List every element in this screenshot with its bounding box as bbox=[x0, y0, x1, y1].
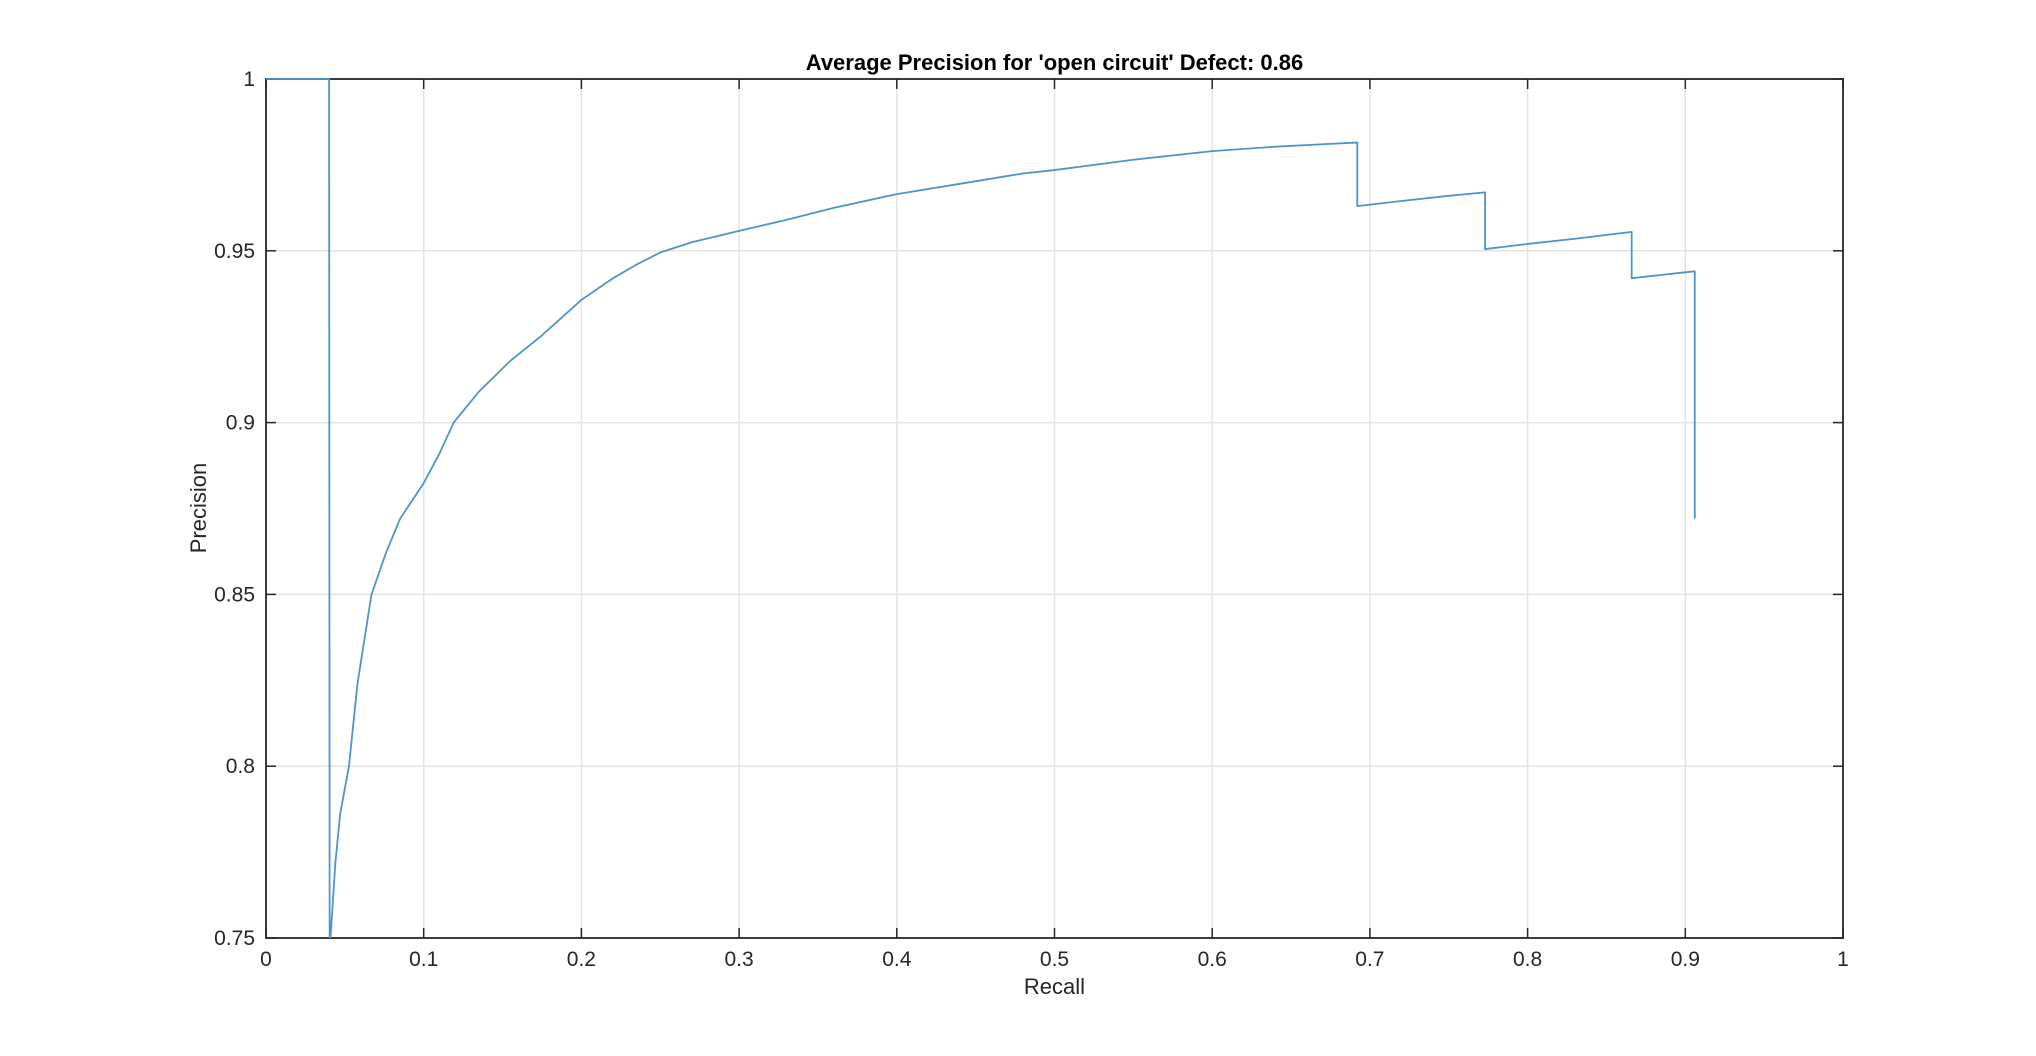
x-tick-label: 0.5 bbox=[1040, 948, 1069, 971]
y-tick-label: 0.75 bbox=[214, 927, 255, 950]
axes-box bbox=[265, 78, 1844, 939]
x-tick-label: 0.3 bbox=[724, 948, 753, 971]
x-tick-label: 0.6 bbox=[1198, 948, 1227, 971]
y-tick-label: 0.85 bbox=[214, 583, 255, 606]
y-tick-label: 0.9 bbox=[226, 412, 255, 435]
x-tick-label: 0.9 bbox=[1671, 948, 1700, 971]
x-tick-label: 0.2 bbox=[567, 948, 596, 971]
pr-curve bbox=[266, 78, 1696, 938]
x-tick-label: 1 bbox=[1837, 948, 1849, 971]
x-tick-label: 0.1 bbox=[409, 948, 438, 971]
x-axis-label: Recall bbox=[1023, 974, 1086, 999]
y-tick-label: 1 bbox=[243, 68, 255, 91]
x-tick-label: 0.4 bbox=[882, 948, 912, 971]
chart-title: Average Precision for 'open circuit' Def… bbox=[805, 50, 1304, 75]
x-tick-label: 0 bbox=[260, 948, 272, 971]
x-tick-label: 0.8 bbox=[1513, 948, 1542, 971]
y-axis-label: Precision bbox=[186, 462, 211, 554]
y-tick-label: 0.8 bbox=[226, 755, 255, 778]
y-tick-label: 0.95 bbox=[214, 240, 255, 263]
x-tick-label: 0.7 bbox=[1355, 948, 1384, 971]
